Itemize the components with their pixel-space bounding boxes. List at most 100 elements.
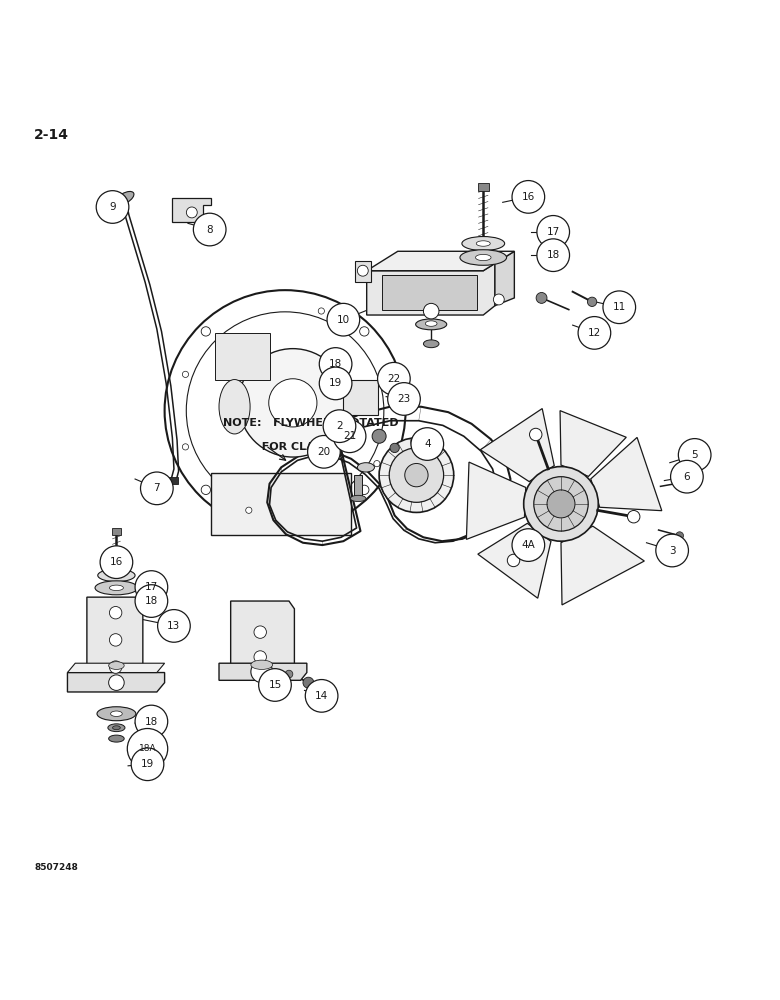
Circle shape xyxy=(678,479,686,486)
Circle shape xyxy=(307,435,340,468)
Circle shape xyxy=(656,534,689,567)
Circle shape xyxy=(411,428,444,460)
Text: 4: 4 xyxy=(424,439,431,449)
Circle shape xyxy=(374,461,380,467)
Circle shape xyxy=(158,610,190,642)
Circle shape xyxy=(578,317,611,349)
Circle shape xyxy=(327,303,360,336)
Ellipse shape xyxy=(219,380,250,434)
Circle shape xyxy=(507,554,519,567)
Circle shape xyxy=(109,606,122,619)
Circle shape xyxy=(587,297,597,306)
Ellipse shape xyxy=(97,707,136,721)
Bar xyxy=(354,475,362,498)
Circle shape xyxy=(305,680,338,712)
Ellipse shape xyxy=(110,573,122,578)
Circle shape xyxy=(319,348,352,380)
Circle shape xyxy=(547,490,575,518)
Polygon shape xyxy=(343,380,378,415)
Circle shape xyxy=(679,439,711,471)
Circle shape xyxy=(269,379,317,427)
Circle shape xyxy=(318,308,324,314)
Circle shape xyxy=(388,383,420,415)
Ellipse shape xyxy=(425,321,437,326)
Text: 2-14: 2-14 xyxy=(34,128,69,142)
Circle shape xyxy=(627,510,640,523)
Ellipse shape xyxy=(112,726,120,730)
Circle shape xyxy=(530,428,542,441)
Circle shape xyxy=(303,677,314,688)
Circle shape xyxy=(390,443,399,453)
Bar xyxy=(112,528,121,535)
Circle shape xyxy=(108,675,124,690)
Circle shape xyxy=(671,460,704,493)
Text: 8507248: 8507248 xyxy=(34,863,78,872)
Ellipse shape xyxy=(109,585,123,591)
Text: 18: 18 xyxy=(329,359,342,369)
Circle shape xyxy=(193,213,226,246)
Polygon shape xyxy=(484,251,514,306)
Text: 18: 18 xyxy=(547,250,560,260)
Ellipse shape xyxy=(251,660,273,669)
Ellipse shape xyxy=(108,724,125,732)
Ellipse shape xyxy=(357,463,374,472)
Circle shape xyxy=(319,367,352,400)
Circle shape xyxy=(381,371,388,377)
Polygon shape xyxy=(172,198,211,222)
Polygon shape xyxy=(367,251,514,271)
Polygon shape xyxy=(466,462,526,539)
Polygon shape xyxy=(382,275,477,310)
Circle shape xyxy=(285,670,292,678)
Text: FOR CLARITY.: FOR CLARITY. xyxy=(223,442,346,452)
Circle shape xyxy=(201,327,211,336)
Text: 18: 18 xyxy=(145,717,158,727)
Circle shape xyxy=(183,444,189,450)
Circle shape xyxy=(251,661,273,683)
Text: 5: 5 xyxy=(691,450,698,460)
Circle shape xyxy=(323,410,356,442)
Bar xyxy=(168,477,178,484)
Circle shape xyxy=(405,463,428,487)
Text: NOTE:   FLYWHEEL ROTATED: NOTE: FLYWHEEL ROTATED xyxy=(223,418,399,428)
Text: 16: 16 xyxy=(522,192,535,202)
Circle shape xyxy=(537,216,569,248)
Polygon shape xyxy=(219,663,307,680)
Ellipse shape xyxy=(462,237,505,251)
Circle shape xyxy=(424,303,439,319)
Text: 16: 16 xyxy=(110,557,123,567)
Circle shape xyxy=(135,705,168,738)
Circle shape xyxy=(100,546,133,578)
Text: 2: 2 xyxy=(336,421,342,431)
Circle shape xyxy=(254,651,267,663)
Circle shape xyxy=(239,349,347,457)
Ellipse shape xyxy=(350,495,366,502)
Polygon shape xyxy=(355,261,370,282)
Bar xyxy=(215,333,270,380)
Text: 10: 10 xyxy=(337,315,350,325)
Ellipse shape xyxy=(115,191,134,205)
Circle shape xyxy=(494,294,504,305)
Polygon shape xyxy=(87,597,143,690)
Text: 9: 9 xyxy=(109,202,116,212)
Text: 17: 17 xyxy=(145,582,158,592)
Text: 18: 18 xyxy=(145,596,158,606)
Text: 13: 13 xyxy=(167,621,180,631)
Ellipse shape xyxy=(108,735,124,742)
Polygon shape xyxy=(561,526,644,605)
Circle shape xyxy=(379,438,454,512)
Circle shape xyxy=(512,529,544,561)
Circle shape xyxy=(140,472,173,505)
Text: 11: 11 xyxy=(612,302,626,312)
Circle shape xyxy=(675,532,683,540)
Polygon shape xyxy=(560,411,626,476)
Circle shape xyxy=(357,265,368,276)
Text: 23: 23 xyxy=(397,394,410,404)
Circle shape xyxy=(360,485,369,495)
Circle shape xyxy=(201,485,211,495)
Polygon shape xyxy=(367,259,495,315)
Circle shape xyxy=(603,291,636,324)
Text: 12: 12 xyxy=(588,328,601,338)
Text: 6: 6 xyxy=(683,472,690,482)
Circle shape xyxy=(131,748,164,781)
Circle shape xyxy=(523,467,598,541)
